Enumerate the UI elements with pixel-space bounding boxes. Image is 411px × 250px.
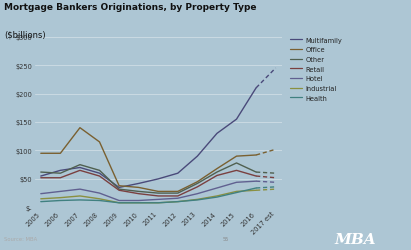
Line: Multifamily: Multifamily [41, 88, 256, 188]
Other [78, 164, 83, 166]
Text: 55: 55 [223, 236, 229, 240]
Multifamily [38, 175, 43, 178]
Industrial [38, 198, 43, 200]
Multifamily [78, 166, 83, 169]
Health [156, 202, 161, 204]
Multifamily [175, 172, 180, 175]
Office [97, 141, 102, 144]
Hotel [195, 192, 200, 196]
Office [136, 186, 141, 189]
Hotel [97, 192, 102, 195]
Multifamily [234, 118, 239, 121]
Health [254, 187, 259, 190]
Industrial [97, 198, 102, 200]
Retail [117, 189, 122, 192]
Other [254, 171, 259, 174]
Health [234, 191, 239, 194]
Office [78, 127, 83, 130]
Industrial [234, 190, 239, 193]
Industrial [215, 195, 219, 198]
Legend: Multifamily, Office, Other, Retail, Hotel, Industrial, Health: Multifamily, Office, Other, Retail, Hote… [290, 38, 342, 101]
Hotel [254, 180, 259, 183]
Hotel [175, 197, 180, 200]
Retail [195, 186, 200, 188]
Hotel [234, 181, 239, 184]
Hotel [38, 192, 43, 196]
Other [156, 192, 161, 195]
Multifamily [195, 155, 200, 158]
Office [175, 190, 180, 193]
Line: Health: Health [41, 188, 256, 203]
Industrial [254, 189, 259, 192]
Industrial [117, 202, 122, 204]
Industrial [195, 198, 200, 201]
Line: Other: Other [41, 163, 256, 193]
Health [117, 202, 122, 204]
Health [175, 200, 180, 203]
Multifamily [58, 169, 63, 172]
Hotel [117, 199, 122, 202]
Health [78, 199, 83, 202]
Other [58, 172, 63, 175]
Retail [215, 174, 219, 177]
Retail [156, 195, 161, 198]
Other [136, 190, 141, 193]
Office [234, 155, 239, 158]
Multifamily [136, 182, 141, 185]
Office [254, 154, 259, 157]
Other [195, 182, 200, 185]
Hotel [78, 188, 83, 191]
Line: Retail: Retail [41, 171, 256, 196]
Retail [78, 169, 83, 172]
Line: Office: Office [41, 128, 256, 192]
Hotel [136, 199, 141, 202]
Retail [97, 175, 102, 178]
Text: ($billions): ($billions) [4, 30, 46, 39]
Text: MBA: MBA [335, 232, 376, 246]
Industrial [175, 200, 180, 203]
Line: Hotel: Hotel [41, 182, 256, 201]
Other [215, 171, 219, 174]
Industrial [58, 196, 63, 199]
Health [38, 200, 43, 203]
Retail [58, 176, 63, 180]
Other [97, 169, 102, 172]
Office [38, 152, 43, 155]
Office [215, 168, 219, 170]
Health [97, 199, 102, 202]
Retail [254, 175, 259, 178]
Office [195, 180, 200, 184]
Health [195, 199, 200, 202]
Line: Industrial: Industrial [41, 190, 256, 203]
Retail [175, 195, 180, 198]
Health [215, 196, 219, 199]
Office [58, 152, 63, 155]
Hotel [58, 190, 63, 193]
Health [136, 202, 141, 204]
Retail [136, 192, 141, 196]
Office [117, 184, 122, 188]
Other [38, 171, 43, 174]
Industrial [78, 195, 83, 198]
Office [156, 190, 161, 193]
Other [117, 188, 122, 191]
Text: Source: MBA: Source: MBA [4, 236, 37, 240]
Multifamily [215, 132, 219, 135]
Multifamily [117, 186, 122, 189]
Other [175, 192, 180, 195]
Retail [234, 169, 239, 172]
Multifamily [254, 87, 259, 90]
Multifamily [97, 172, 102, 175]
Retail [38, 176, 43, 180]
Text: Mortgage Bankers Originations, by Property Type: Mortgage Bankers Originations, by Proper… [4, 2, 256, 12]
Multifamily [156, 178, 161, 181]
Industrial [136, 202, 141, 204]
Industrial [156, 202, 161, 204]
Hotel [156, 198, 161, 201]
Health [58, 199, 63, 202]
Other [234, 162, 239, 165]
Hotel [215, 187, 219, 190]
